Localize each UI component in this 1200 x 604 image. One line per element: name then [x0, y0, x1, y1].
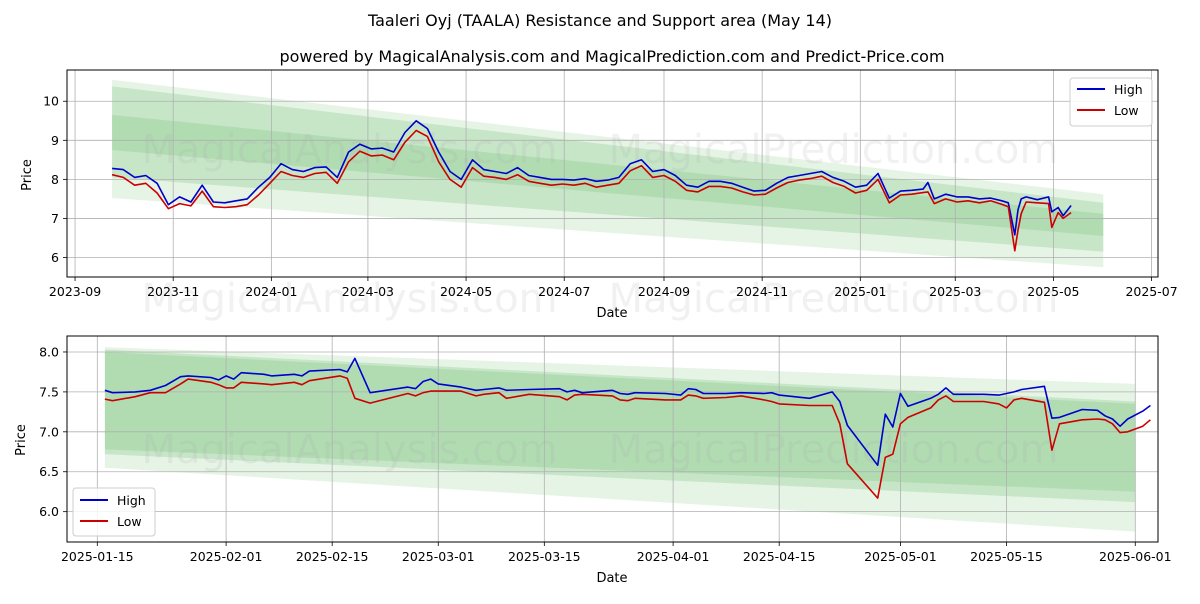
bottom-y-label: Price — [14, 424, 29, 456]
bottom-series-low-line — [104, 375, 1151, 499]
top-series-low-line — [111, 129, 1072, 252]
bottom-legend: High Low — [72, 487, 156, 537]
bottom-grid — [67, 336, 1158, 542]
top-y-tick-label: 9 — [51, 133, 59, 148]
bottom-y-tick-label: 7.5 — [39, 384, 59, 399]
top-x-tick-label: 2024-07 — [538, 284, 590, 299]
bottom-x-label: Date — [596, 571, 627, 586]
top-legend-low-label: Low — [1114, 103, 1139, 118]
bottom-x-tick-label: 2025-05-01 — [864, 549, 937, 564]
bottom-plot-frame — [66, 335, 1159, 543]
top-band-group — [112, 79, 1104, 268]
chart-title: Taaleri Oyj (TAALA) Resistance and Suppo… — [367, 11, 832, 30]
bottom-axes: 2025-01-15 2025-02-01 2025-02-15 2025-03-01… — [39, 344, 1171, 564]
bottom-x-tick-label: 2025-02-01 — [190, 549, 263, 564]
top-x-tick-label: 2025-01 — [834, 284, 886, 299]
top-y-tick-label: 7 — [51, 211, 59, 226]
bottom-legend-low-label: Low — [117, 514, 142, 529]
top-y-tick-label: 10 — [43, 94, 59, 109]
bottom-y-tick-label: 7.0 — [39, 424, 59, 439]
top-y-tick-label: 6 — [51, 250, 59, 265]
top-y-label: Price — [20, 159, 35, 191]
top-x-tick-label: 2024-03 — [342, 284, 394, 299]
top-band-2 — [112, 86, 1104, 252]
top-x-tick-label: 2024-01 — [245, 284, 297, 299]
bottom-x-tick-label: 2025-03-01 — [402, 549, 475, 564]
top-x-label: Date — [596, 306, 627, 321]
top-panel: MagicalAnalysis.com MagicalPrediction.co… — [20, 69, 1178, 322]
top-watermark: MagicalAnalysis.com MagicalPrediction.co… — [142, 127, 1059, 173]
bottom-x-tick-label: 2025-04-15 — [743, 549, 816, 564]
bottom-legend-high-label: High — [117, 493, 146, 508]
top-y-tick-label: 8 — [51, 172, 59, 187]
bottom-x-tick-label: 2025-06-01 — [1099, 549, 1172, 564]
bottom-x-tick-label: 2025-05-15 — [970, 549, 1043, 564]
top-x-tick-label: 2024-11 — [736, 284, 788, 299]
top-x-tick-label: 2025-05 — [1027, 284, 1079, 299]
top-band-1 — [112, 79, 1104, 268]
bottom-y-tick-label: 8.0 — [39, 344, 59, 359]
chart-subtitle: powered by MagicalAnalysis.com and Magic… — [279, 47, 944, 66]
bottom-series-group — [104, 357, 1151, 499]
top-x-tick-label: 2023-11 — [147, 284, 199, 299]
bottom-panel: MagicalAnalysis.com MagicalPrediction.co… — [14, 335, 1172, 586]
bottom-x-tick-label: 2025-02-15 — [296, 549, 369, 564]
top-plot-frame — [66, 69, 1159, 278]
top-x-tick-label: 2023-09 — [49, 284, 101, 299]
bottom-x-tick-label: 2025-04-01 — [637, 549, 710, 564]
top-x-tick-label: 2024-05 — [440, 284, 492, 299]
bottom-series-high-line — [104, 357, 1151, 467]
top-series-group — [111, 120, 1072, 252]
bottom-watermark: MagicalAnalysis.com MagicalPrediction.co… — [142, 427, 1059, 473]
top-axes: 2023-09 2023-11 2024-01 2024-03 2024-05 2024-… — [43, 94, 1178, 299]
bottom-band-3 — [104, 351, 1136, 492]
bottom-band-1 — [104, 347, 1136, 532]
top-watermark-lower: MagicalAnalysis.com MagicalPrediction.co… — [142, 276, 1059, 322]
top-x-tick-label: 2025-07 — [1125, 284, 1177, 299]
top-x-tick-label: 2024-09 — [638, 284, 690, 299]
bottom-x-tick-label: 2025-01-15 — [61, 549, 134, 564]
bottom-y-tick-label: 6.5 — [39, 464, 59, 479]
top-x-tick-label: 2025-03 — [929, 284, 981, 299]
bottom-x-tick-label: 2025-03-15 — [508, 549, 581, 564]
top-legend: High Low — [1069, 77, 1153, 127]
top-series-high-line — [112, 120, 1072, 236]
bottom-y-tick-label: 6.0 — [39, 504, 59, 519]
top-legend-high-label: High — [1114, 82, 1143, 97]
